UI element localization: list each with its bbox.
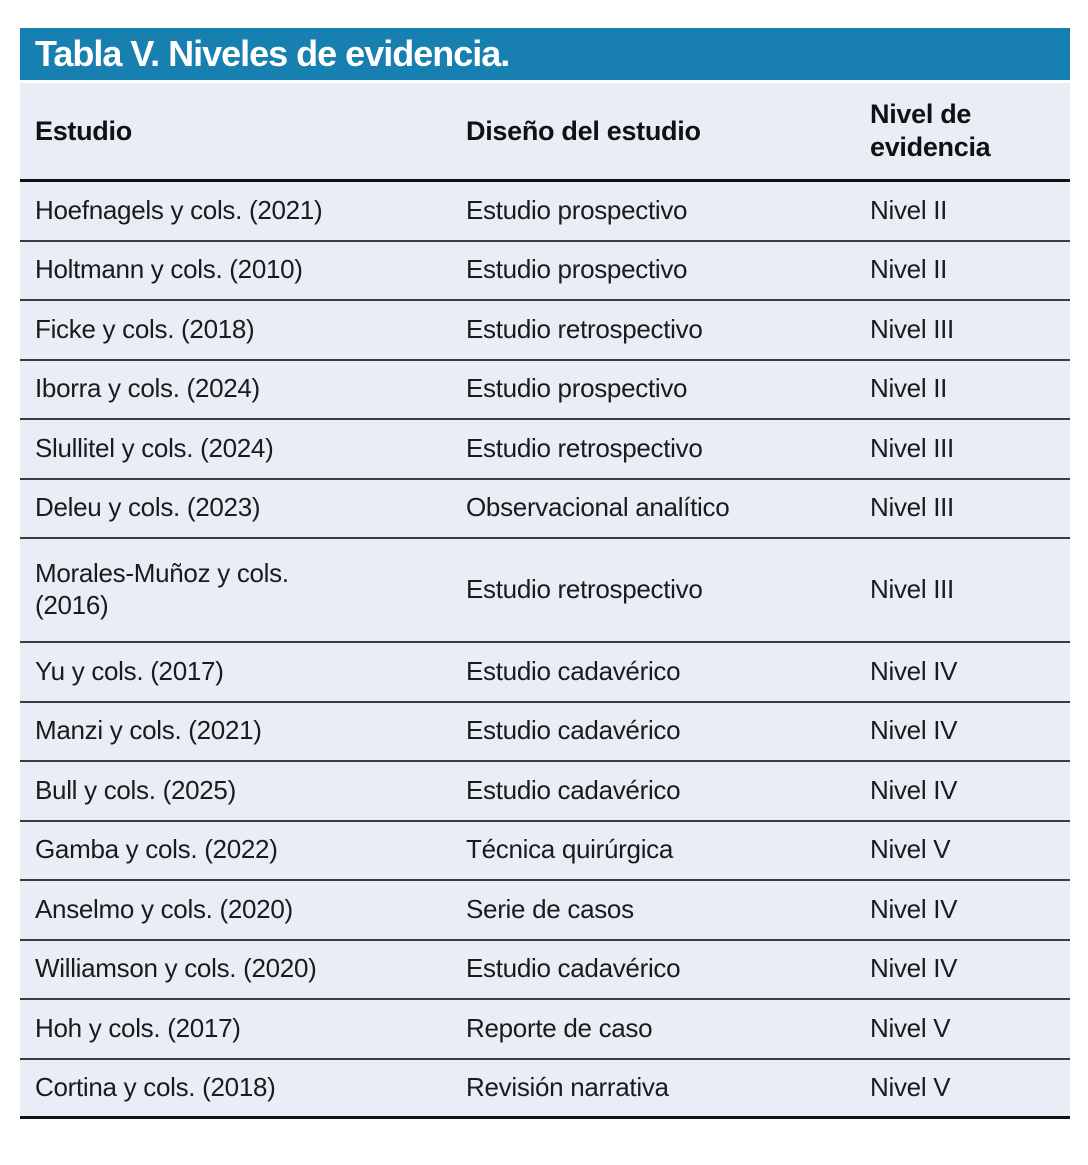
cell-estudio: Bull y cols. (2025) (35, 774, 236, 805)
table-row: Slullitel y cols. (2024) Estudio retrosp… (20, 420, 1070, 480)
table-row: Manzi y cols. (2021) Estudio cadavérico … (20, 703, 1070, 762)
table-row: Hoefnagels y cols. (2021) Estudio prospe… (20, 182, 1070, 242)
table-row: Hoh y cols. (2017) Reporte de caso Nivel… (20, 1000, 1070, 1060)
cell-nivel: Nivel III (870, 313, 954, 344)
cell-diseno: Estudio prospectivo (466, 194, 688, 225)
cell-nivel: Nivel IV (870, 774, 958, 805)
cell-nivel: Nivel V (870, 834, 951, 865)
table-row: Williamson y cols. (2020) Estudio cadavé… (20, 941, 1070, 1000)
table-title: Tabla V. Niveles de evidencia. (35, 33, 510, 74)
cell-estudio: Morales-Muñoz y cols. (2016) (35, 558, 289, 620)
cell-diseno: Estudio prospectivo (466, 254, 688, 285)
table-row: Yu y cols. (2017) Estudio cadavérico Niv… (20, 643, 1070, 703)
table-title-bar: Tabla V. Niveles de evidencia. (20, 28, 1070, 80)
cell-estudio: Anselmo y cols. (2020) (35, 893, 293, 924)
column-header-diseno: Diseño del estudio (466, 115, 701, 146)
cell-diseno: Serie de casos (466, 893, 634, 924)
cell-nivel: Nivel V (870, 1071, 951, 1102)
cell-estudio: Gamba y cols. (2022) (35, 834, 278, 865)
table-row: Morales-Muñoz y cols. (2016) Estudio ret… (20, 539, 1070, 643)
cell-nivel: Nivel IV (870, 655, 958, 686)
column-header-nivel: Nivel de evidencia (870, 99, 991, 162)
cell-estudio: Yu y cols. (2017) (35, 655, 224, 686)
cell-estudio: Deleu y cols. (2023) (35, 492, 261, 523)
cell-nivel: Nivel IV (870, 715, 958, 746)
table-row: Bull y cols. (2025) Estudio cadavérico N… (20, 762, 1070, 822)
cell-diseno: Estudio cadavérico (466, 715, 681, 746)
table-row: Deleu y cols. (2023) Observacional analí… (20, 480, 1070, 539)
table-row: Holtmann y cols. (2010) Estudio prospect… (20, 242, 1070, 301)
cell-estudio: Williamson y cols. (2020) (35, 953, 317, 984)
cell-diseno: Revisión narrativa (466, 1071, 669, 1102)
cell-estudio: Holtmann y cols. (2010) (35, 254, 303, 285)
table-row: Anselmo y cols. (2020) Serie de casos Ni… (20, 881, 1070, 941)
cell-diseno: Estudio cadavérico (466, 953, 681, 984)
cell-nivel: Nivel IV (870, 893, 958, 924)
cell-diseno: Estudio cadavérico (466, 774, 681, 805)
evidence-table: Tabla V. Niveles de evidencia. Estudio D… (20, 28, 1070, 1119)
cell-diseno: Observacional analítico (466, 492, 730, 523)
cell-estudio: Hoefnagels y cols. (2021) (35, 194, 323, 225)
cell-diseno: Reporte de caso (466, 1012, 653, 1043)
cell-diseno: Estudio prospectivo (466, 373, 688, 404)
table-body: Estudio Diseño del estudio Nivel de evid… (20, 83, 1070, 1119)
cell-diseno: Estudio retrospectivo (466, 432, 703, 463)
cell-nivel: Nivel III (870, 574, 954, 605)
cell-diseno: Estudio retrospectivo (466, 574, 703, 605)
cell-diseno: Estudio cadavérico (466, 655, 681, 686)
table-row: Gamba y cols. (2022) Técnica quirúrgica … (20, 822, 1070, 881)
cell-nivel: Nivel III (870, 432, 954, 463)
cell-estudio: Hoh y cols. (2017) (35, 1012, 241, 1043)
cell-estudio: Slullitel y cols. (2024) (35, 432, 274, 463)
cell-nivel: Nivel III (870, 492, 954, 523)
cell-nivel: Nivel II (870, 373, 948, 404)
cell-diseno: Técnica quirúrgica (466, 834, 674, 865)
table-row: Cortina y cols. (2018) Revisión narrativ… (20, 1060, 1070, 1119)
column-header-estudio: Estudio (35, 115, 132, 146)
table-row: Ficke y cols. (2018) Estudio retrospecti… (20, 301, 1070, 361)
cell-estudio: Ficke y cols. (2018) (35, 313, 255, 344)
table-row: Iborra y cols. (2024) Estudio prospectiv… (20, 361, 1070, 420)
cell-estudio: Manzi y cols. (2021) (35, 715, 262, 746)
cell-nivel: Nivel IV (870, 953, 958, 984)
cell-nivel: Nivel II (870, 254, 948, 285)
cell-diseno: Estudio retrospectivo (466, 313, 703, 344)
cell-nivel: Nivel II (870, 194, 948, 225)
cell-estudio: Cortina y cols. (2018) (35, 1071, 276, 1102)
table-header-row: Estudio Diseño del estudio Nivel de evid… (20, 83, 1070, 182)
cell-estudio: Iborra y cols. (2024) (35, 373, 260, 404)
cell-nivel: Nivel V (870, 1012, 951, 1043)
